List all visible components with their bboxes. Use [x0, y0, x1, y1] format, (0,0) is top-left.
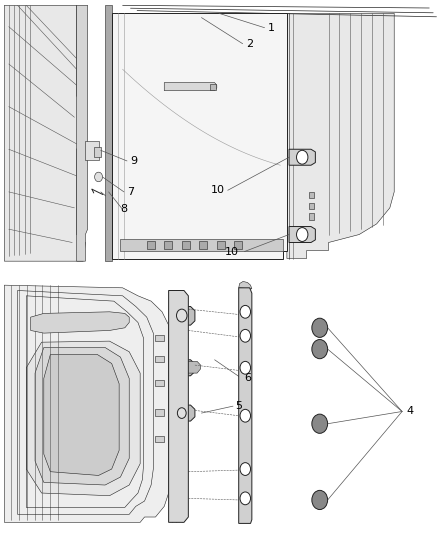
Polygon shape	[44, 354, 119, 475]
Polygon shape	[241, 352, 249, 359]
Text: 6: 6	[244, 374, 251, 383]
Polygon shape	[155, 436, 164, 442]
Polygon shape	[289, 227, 315, 243]
Text: 8: 8	[120, 205, 127, 214]
Polygon shape	[289, 149, 315, 165]
Polygon shape	[309, 213, 314, 220]
Polygon shape	[94, 147, 101, 157]
Circle shape	[312, 414, 328, 433]
Polygon shape	[309, 192, 314, 198]
Polygon shape	[31, 312, 129, 333]
Text: 10: 10	[211, 185, 225, 195]
Text: 2: 2	[246, 39, 253, 49]
Polygon shape	[112, 13, 287, 259]
Circle shape	[240, 361, 251, 374]
Polygon shape	[241, 325, 249, 333]
Polygon shape	[120, 239, 283, 251]
Polygon shape	[155, 409, 164, 416]
Polygon shape	[4, 5, 85, 261]
Polygon shape	[182, 241, 190, 249]
Polygon shape	[239, 281, 252, 289]
Polygon shape	[26, 341, 140, 496]
Polygon shape	[241, 378, 249, 386]
Polygon shape	[169, 290, 188, 522]
Circle shape	[312, 318, 328, 337]
Polygon shape	[234, 241, 242, 249]
Polygon shape	[164, 83, 217, 91]
Polygon shape	[4, 285, 169, 522]
Text: 10: 10	[225, 247, 239, 256]
Circle shape	[297, 228, 308, 241]
Text: 9: 9	[130, 156, 137, 166]
Polygon shape	[287, 13, 394, 259]
Text: 1: 1	[268, 23, 275, 33]
Polygon shape	[241, 485, 249, 492]
Text: 7: 7	[127, 187, 134, 197]
Polygon shape	[170, 405, 195, 421]
Circle shape	[240, 409, 251, 422]
Polygon shape	[155, 356, 164, 362]
Polygon shape	[210, 84, 216, 90]
Circle shape	[297, 150, 308, 164]
Polygon shape	[217, 241, 225, 249]
Circle shape	[312, 490, 328, 510]
Polygon shape	[164, 241, 172, 249]
Polygon shape	[170, 306, 195, 325]
Polygon shape	[155, 335, 164, 341]
Text: 5: 5	[235, 401, 242, 411]
Polygon shape	[77, 5, 88, 261]
Polygon shape	[186, 361, 201, 373]
Polygon shape	[241, 432, 249, 439]
Circle shape	[177, 408, 186, 418]
Polygon shape	[147, 241, 155, 249]
Polygon shape	[105, 5, 112, 261]
Polygon shape	[155, 380, 164, 386]
Polygon shape	[199, 241, 207, 249]
Polygon shape	[239, 288, 252, 523]
Circle shape	[240, 305, 251, 318]
Polygon shape	[35, 348, 129, 485]
Text: 4: 4	[406, 407, 413, 416]
Circle shape	[177, 309, 187, 322]
Polygon shape	[241, 458, 249, 466]
Polygon shape	[85, 141, 99, 160]
Circle shape	[240, 463, 251, 475]
Polygon shape	[309, 203, 314, 209]
Circle shape	[240, 492, 251, 505]
Polygon shape	[170, 360, 195, 376]
Polygon shape	[241, 288, 249, 295]
Circle shape	[240, 329, 251, 342]
Circle shape	[312, 340, 328, 359]
Circle shape	[95, 172, 102, 182]
